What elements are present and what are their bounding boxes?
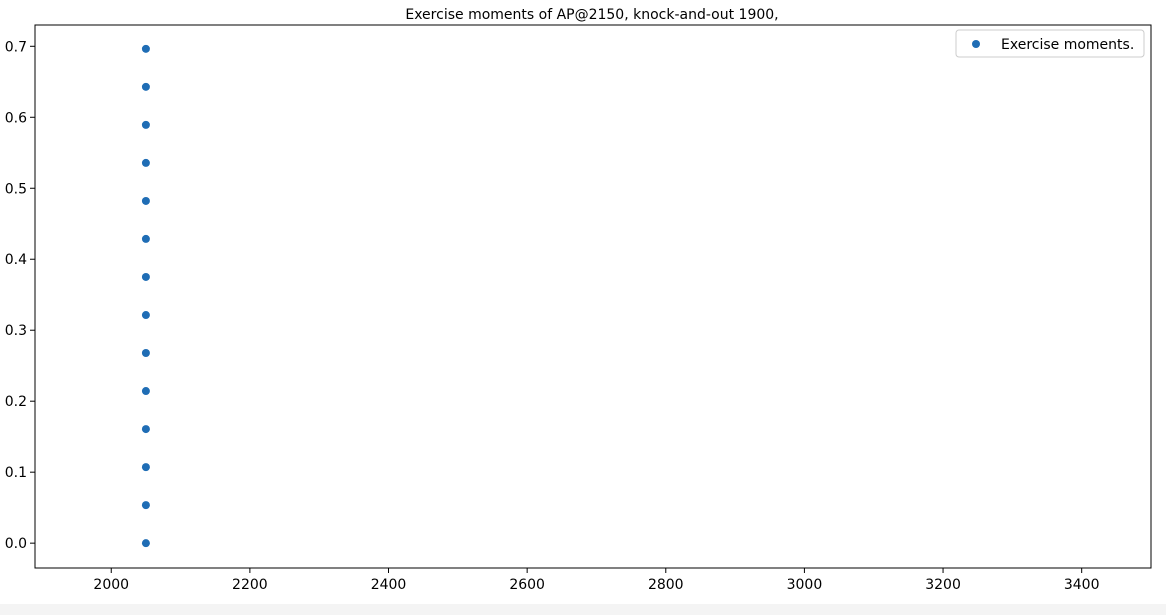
y-tick-label: 0.5	[5, 181, 27, 197]
legend-box	[955, 29, 1145, 58]
y-tick-label: 0.4	[5, 252, 27, 268]
data-point	[141, 234, 150, 243]
legend: Exercise moments.	[955, 29, 1145, 58]
legend-label: Exercise moments.	[1001, 37, 1134, 53]
chart-title: Exercise moments of AP@2150, knock-and-o…	[405, 7, 778, 23]
x-tick-label: 2000	[93, 577, 129, 593]
y-tick-label: 0.6	[5, 110, 27, 126]
data-point	[141, 501, 150, 510]
x-tick-label: 2400	[371, 577, 407, 593]
y-tick-label: 0.3	[5, 323, 27, 339]
window-bottom-strip	[0, 604, 1166, 615]
data-point	[141, 272, 150, 281]
data-point	[141, 539, 150, 548]
data-point	[141, 120, 150, 129]
x-tick-label: 3000	[787, 577, 823, 593]
data-point	[141, 158, 150, 167]
plot-frame	[34, 24, 1152, 569]
x-tick-label: 3200	[925, 577, 961, 593]
data-point	[141, 82, 150, 91]
data-point	[141, 349, 150, 358]
data-point	[141, 425, 150, 434]
data-point	[141, 463, 150, 472]
axes: 2000 2200 2400 2600 2800 3000 3200 3400 0.0 0.1 0.…	[5, 24, 1152, 593]
y-tick-label: 0.0	[5, 536, 27, 552]
x-tick-label: 2200	[232, 577, 268, 593]
x-tick-label: 3400	[1064, 577, 1100, 593]
y-tick-label: 0.7	[5, 39, 27, 55]
data-point	[141, 44, 150, 53]
legend-marker	[972, 40, 980, 48]
y-tick-label: 0.1	[5, 465, 27, 481]
data-point	[141, 387, 150, 396]
y-tick-label: 0.2	[5, 394, 27, 410]
data-points	[141, 44, 150, 548]
data-point	[141, 311, 150, 320]
x-tick-label: 2800	[648, 577, 684, 593]
data-point	[141, 196, 150, 205]
x-tick-label: 2600	[509, 577, 545, 593]
